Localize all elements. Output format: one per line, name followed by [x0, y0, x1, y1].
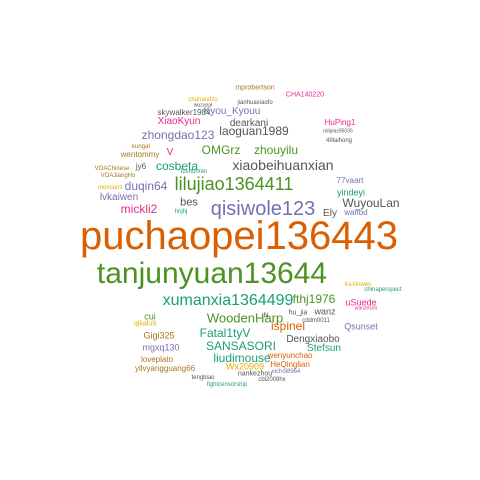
word-woodenharp: WoodenHarp: [206, 310, 284, 326]
word-nankezhou: nankezhou: [237, 370, 273, 378]
word-wentommy: wentommy: [120, 150, 160, 159]
word-sansasori: SANSASORI: [205, 339, 277, 353]
word-laoguan1989: laoguan1989: [219, 124, 289, 138]
word-hnjhj: hnjhj: [174, 209, 188, 215]
word-waffbd: waffbd: [344, 208, 368, 217]
word-mprobertson: mprobertson: [235, 84, 275, 92]
word-mgxq130: mgxq130: [142, 342, 180, 353]
word-fthj1976: fthj1976: [292, 292, 336, 306]
word-wx20909: Wx20909: [225, 361, 265, 372]
word-voachinese: VOAChinese: [94, 166, 130, 172]
word-wenyunchao: wenyunchao: [267, 351, 313, 360]
word-cosbeta: cosbeta: [155, 159, 199, 173]
word-tanjunyuan13644: tanjunyuan13644: [96, 257, 328, 290]
word-momianli: momianli: [97, 185, 123, 191]
word-yilvyangguang66: yilvyangguang66: [134, 364, 196, 373]
word-xiaobeihuanxian: xiaobeihuanxian: [232, 157, 334, 173]
word-yindeyi: yindeyi: [336, 187, 366, 198]
word-qikalu9: qikalu9: [133, 320, 157, 328]
word-lvkaiwen: lvkaiwen: [99, 192, 139, 203]
word-cui: cui: [144, 311, 156, 322]
word-xiaokyun: XiaoKyun: [157, 116, 201, 127]
word-xumanxia1364499: xumanxia1364499: [162, 292, 294, 309]
word-voajiangho: VOAJiangHo: [100, 173, 136, 179]
word-77vaart: 77vaart: [336, 176, 364, 185]
word-49laihong: 49laihong: [325, 138, 353, 144]
word-dengxiaobo: Dengxiaobo: [286, 334, 340, 345]
word-fushunren: fushunren: [180, 169, 208, 175]
word-lilujiao1364411: lilujiao1364411: [174, 174, 294, 194]
word-loveplato: loveplato: [140, 355, 174, 364]
word-xichoi8964: xichoi8964: [271, 369, 301, 375]
word-liudimouse: liudimouse: [213, 351, 271, 365]
word-wuyoulan: WuyouLan: [342, 196, 400, 210]
word-jy6: jy6: [135, 162, 147, 171]
word-mickli2: mickli2: [120, 202, 158, 216]
word-hu-jia: hu_jia: [288, 309, 308, 317]
word-jianhuaxiaofo: jianhuaxiaofo: [237, 100, 273, 106]
word-kyou-kyouu: Kyou_Kyouu: [203, 106, 261, 117]
word-kungat: kungat: [131, 144, 151, 150]
word-stefsun: Stefsun: [307, 343, 341, 354]
word-skywalker1984: skywalker1984: [157, 108, 211, 117]
word-zhongdao123: zhongdao123: [141, 128, 215, 142]
word-qsunset: Qsunset: [344, 321, 378, 332]
word-ely: Ely: [323, 208, 337, 219]
word-ispinel: ispinel: [270, 319, 306, 333]
word-wanz: wanz: [314, 306, 336, 317]
word-fightcensorship: fightcensorship: [206, 382, 248, 388]
word-gigi325: Gigi325: [143, 330, 175, 341]
word-omgrz: OMGrz: [201, 143, 241, 157]
word-duqin64: duqin64: [124, 179, 168, 193]
word-qisiwole123: qisiwole123: [210, 198, 316, 220]
word-cha140220: CHA140220: [285, 91, 325, 99]
word-chinaperspect: chinaperspect: [364, 287, 402, 293]
word-n: N: [263, 312, 269, 320]
word-milpias95035: milpias95035: [323, 128, 353, 135]
word-wanzeson: wanzeson: [354, 305, 378, 312]
word-chunandzu: chunandzu: [188, 97, 218, 103]
word-zhouyilu: zhouyilu: [253, 143, 299, 157]
word-heqinglian: HeQinglian: [270, 360, 310, 369]
word-wuzuoai: wuzuoai: [193, 102, 213, 109]
word-cddm0011: cddm0011: [302, 318, 330, 324]
word-dearkani: dearkani: [229, 118, 269, 129]
word-huping1: HuPing1: [324, 118, 356, 127]
word-kexinwen: KeXinwen: [344, 282, 372, 288]
word-v: V: [166, 147, 174, 158]
word-fatal1tyv: Fatal1tyV: [199, 326, 251, 340]
word-puchaopei136443: puchaopei136443: [79, 214, 399, 258]
word-usuede: uSuede: [345, 297, 377, 308]
word-tengbiao: tengbiao: [191, 375, 215, 381]
word-bes: bes: [180, 196, 198, 209]
word-cbl2008hx: cbl2008hx: [258, 377, 286, 383]
